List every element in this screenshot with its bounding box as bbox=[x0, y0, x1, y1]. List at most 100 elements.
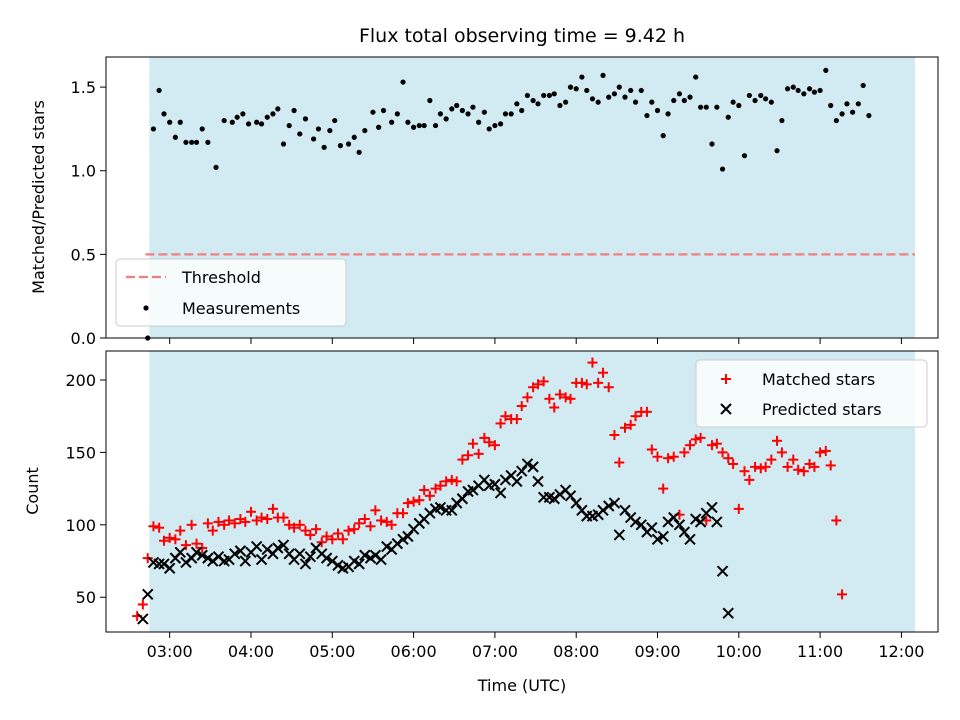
measurement-point bbox=[649, 99, 655, 105]
marker-stroke bbox=[505, 469, 517, 482]
marker-stroke bbox=[142, 588, 154, 601]
matched-point bbox=[154, 522, 165, 533]
matched-point bbox=[463, 450, 474, 461]
measurement-point bbox=[638, 87, 644, 94]
measurement-point bbox=[774, 148, 780, 154]
predicted-point bbox=[619, 504, 631, 517]
matched-point bbox=[219, 519, 230, 530]
measurement-point bbox=[611, 91, 618, 97]
predicted-point bbox=[532, 475, 544, 488]
measurement-point bbox=[579, 74, 585, 80]
top-legend-box bbox=[115, 258, 347, 327]
measurement-point bbox=[632, 99, 639, 105]
marker-stroke bbox=[722, 607, 734, 619]
measurement-point bbox=[254, 119, 260, 125]
matched-point bbox=[815, 447, 826, 458]
measurement-point bbox=[376, 124, 382, 130]
measurement-point bbox=[410, 124, 417, 130]
bottom-panel: 50 100 150 200 03:00 04:00 05:00 06:00 07:00 08:… bbox=[23, 350, 939, 695]
predicted-point bbox=[234, 545, 247, 557]
matched-point bbox=[619, 422, 630, 433]
marker-stroke bbox=[673, 519, 686, 531]
matched-point bbox=[213, 516, 224, 527]
matched-point bbox=[511, 414, 522, 425]
marker-stroke bbox=[711, 516, 723, 528]
bottom-y-ticks: 50 100 150 200 bbox=[65, 371, 106, 607]
matched-point bbox=[576, 377, 587, 388]
predicted-point bbox=[375, 553, 387, 566]
predicted-point bbox=[255, 553, 268, 566]
marker-stroke bbox=[272, 542, 284, 554]
matched-point bbox=[158, 535, 169, 546]
measurement-point bbox=[205, 139, 211, 145]
legend-matched-marker bbox=[721, 374, 731, 384]
legend-matched-label: Matched stars bbox=[762, 370, 875, 389]
measurement-point bbox=[622, 94, 628, 100]
measurement-point bbox=[801, 91, 807, 97]
marker-stroke bbox=[402, 530, 414, 543]
matched-point bbox=[630, 411, 641, 422]
matched-point bbox=[489, 440, 500, 451]
marker-stroke bbox=[332, 559, 344, 572]
measurement-point bbox=[741, 153, 748, 159]
marker-stroke bbox=[348, 555, 360, 567]
top-axes-frame bbox=[105, 56, 939, 339]
measurement-point bbox=[465, 111, 471, 117]
marker-stroke bbox=[576, 504, 588, 517]
predicted-point bbox=[353, 558, 365, 570]
matched-point bbox=[516, 401, 527, 412]
marker-stroke bbox=[147, 556, 160, 569]
matched-point bbox=[663, 453, 674, 464]
measurement-point bbox=[535, 101, 541, 107]
measurement-point bbox=[356, 149, 362, 155]
matched-point bbox=[262, 514, 273, 525]
measurement-point bbox=[660, 133, 666, 139]
measurement-point bbox=[551, 91, 557, 97]
matched-point bbox=[598, 367, 609, 378]
matched-point bbox=[473, 448, 484, 459]
marker-stroke bbox=[196, 549, 208, 561]
marker-stroke bbox=[326, 555, 339, 567]
predicted-point bbox=[250, 540, 263, 553]
matched-point bbox=[658, 483, 669, 494]
measurement-point bbox=[844, 101, 850, 107]
x-tick-label: 03:00 bbox=[147, 642, 193, 661]
measurement-point bbox=[481, 109, 487, 115]
measurement-point bbox=[345, 141, 352, 147]
predicted-point bbox=[434, 501, 447, 514]
measurement-point bbox=[161, 111, 167, 117]
marker-stroke bbox=[250, 540, 263, 553]
marker-stroke bbox=[619, 504, 631, 517]
matched-point bbox=[311, 524, 322, 535]
matched-point bbox=[278, 512, 289, 523]
marker-stroke bbox=[516, 465, 528, 477]
measurement-point bbox=[763, 96, 769, 102]
matched-point bbox=[370, 505, 381, 516]
measurement-point bbox=[839, 111, 845, 117]
marker-stroke bbox=[446, 504, 458, 517]
marker-stroke bbox=[283, 548, 295, 560]
marker-stroke bbox=[299, 558, 312, 570]
matched-point bbox=[294, 519, 305, 530]
matched-point bbox=[398, 508, 409, 519]
matched-point bbox=[776, 447, 787, 458]
matched-point bbox=[766, 454, 777, 465]
marker-stroke bbox=[158, 558, 170, 570]
predicted-point bbox=[603, 500, 615, 512]
matched-point bbox=[825, 460, 836, 471]
matched-point bbox=[723, 453, 734, 464]
predicted-point bbox=[716, 565, 729, 577]
legend-predicted-label: Predicted stars bbox=[762, 400, 882, 419]
predicted-point bbox=[516, 465, 528, 477]
predicted-point bbox=[706, 501, 718, 514]
measurement-point bbox=[486, 126, 492, 132]
marker-stroke bbox=[261, 543, 273, 556]
measurement-point bbox=[310, 136, 317, 142]
measurement-point bbox=[584, 87, 590, 94]
measurement-point bbox=[270, 111, 276, 117]
predicted-point bbox=[564, 490, 577, 502]
matched-point bbox=[733, 503, 744, 514]
matched-point bbox=[652, 451, 663, 462]
predicted-point bbox=[668, 511, 680, 524]
matched-point bbox=[522, 392, 533, 403]
